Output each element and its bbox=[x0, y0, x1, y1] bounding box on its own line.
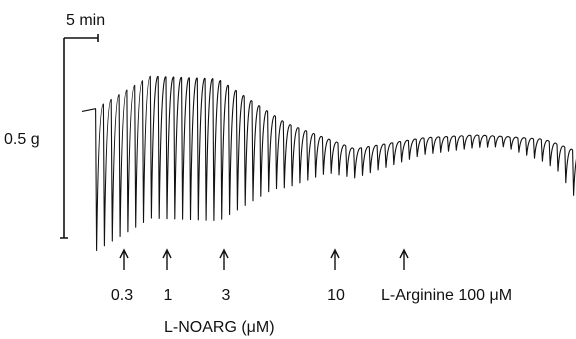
noarg-axis-label: L-NOARG (μM) bbox=[164, 319, 275, 336]
dose-label-10: 10 bbox=[327, 287, 345, 304]
arrow-dose-3 bbox=[219, 248, 229, 270]
force-scale-bar bbox=[60, 38, 68, 239]
arrow-dose-4 bbox=[330, 248, 340, 270]
arrow-dose-2 bbox=[162, 248, 172, 270]
arrow-arginine bbox=[399, 248, 409, 270]
time-scale-label: 5 min bbox=[66, 12, 105, 29]
arginine-label: L-Arginine 100 μM bbox=[381, 287, 512, 304]
tension-trace bbox=[81, 75, 576, 252]
dose-label-0.3: 0.3 bbox=[111, 287, 133, 304]
time-scale-bar bbox=[64, 34, 99, 42]
dose-label-3: 3 bbox=[222, 287, 231, 304]
dose-label-1: 1 bbox=[164, 287, 173, 304]
force-scale-label: 0.5 g bbox=[4, 131, 40, 148]
arrow-dose-1 bbox=[119, 248, 129, 270]
